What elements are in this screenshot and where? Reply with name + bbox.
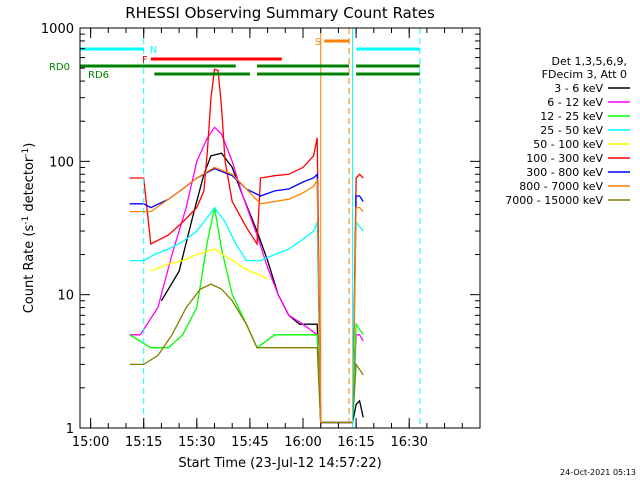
- legend-header-1: FDecim 3, Att 0: [542, 68, 627, 81]
- flag-label-2: S: [315, 37, 321, 48]
- legend-label-4: 50 - 100 keV: [533, 138, 603, 151]
- legend-label-3: 25 - 50 keV: [540, 124, 603, 137]
- x-tick-label-3: 15:45: [231, 435, 268, 450]
- y-tick-label-1: 10: [57, 289, 74, 304]
- legend-label-1: 6 - 12 keV: [547, 96, 603, 109]
- y-tick-label-0: 1: [66, 422, 74, 437]
- flag-label-4: RD6: [88, 70, 109, 81]
- legend-label-5: 100 - 300 keV: [526, 152, 603, 165]
- legend-label-2: 12 - 25 keV: [540, 110, 603, 123]
- y-label-sup1: -1: [21, 216, 31, 225]
- legend-label-0: 3 - 6 keV: [554, 82, 603, 95]
- svg-text:Count Rate (s-1 detector-1): Count Rate (s-1 detector-1): [21, 143, 37, 314]
- legend-label-8: 7000 - 15000 keV: [505, 194, 603, 207]
- y-tick-label-3: 1000: [41, 22, 74, 37]
- y-label-end: ): [22, 143, 37, 148]
- legend: Det 1,3,5,6,9,FDecim 3, Att 03 - 6 keV6 …: [505, 55, 630, 207]
- plot-frame: [79, 27, 481, 429]
- x-tick-label-5: 16:15: [337, 435, 374, 450]
- x-tick-label-2: 15:30: [178, 435, 215, 450]
- chart-title: RHESSI Observing Summary Count Rates: [125, 4, 435, 22]
- y-label-main: Count Rate (s: [22, 225, 37, 314]
- series-line-0: [160, 152, 364, 424]
- legend-label-6: 300 - 800 keV: [526, 166, 603, 179]
- legend-header-0: Det 1,3,5,6,9,: [551, 55, 627, 68]
- y-tick-label-2: 100: [49, 155, 74, 170]
- x-tick-label-6: 16:30: [390, 435, 427, 450]
- series-line-4: [150, 248, 268, 281]
- x-axis-label: Start Time (23-Jul-12 14:57:22): [178, 456, 381, 471]
- x-tick-label-1: 15:15: [125, 435, 162, 450]
- flag-label-0: N: [150, 45, 157, 56]
- series-line-8: [129, 283, 364, 424]
- flag-label-3: RD0: [49, 62, 70, 73]
- y-axis-label: Count Rate (s-1 detector-1): [21, 143, 37, 314]
- series-line-3: [129, 206, 364, 424]
- y-label-mid: detector: [22, 156, 37, 216]
- plot-area: NF S RD0 RD6 1 10 100 1000 15:00 15:15 15:30 15:45 1…: [41, 22, 481, 450]
- series-line-2: [129, 207, 364, 424]
- flag-label-1: F: [142, 55, 148, 66]
- x-tick-label-4: 16:00: [284, 435, 321, 450]
- footer-date: 24-Oct-2021 05:13: [560, 468, 636, 477]
- x-tick-label-0: 15:00: [72, 435, 109, 450]
- legend-label-7: 800 - 7000 keV: [519, 180, 603, 193]
- series-line-1: [129, 126, 364, 424]
- y-label-sup2: -1: [21, 148, 31, 157]
- series-line-5: [129, 68, 364, 424]
